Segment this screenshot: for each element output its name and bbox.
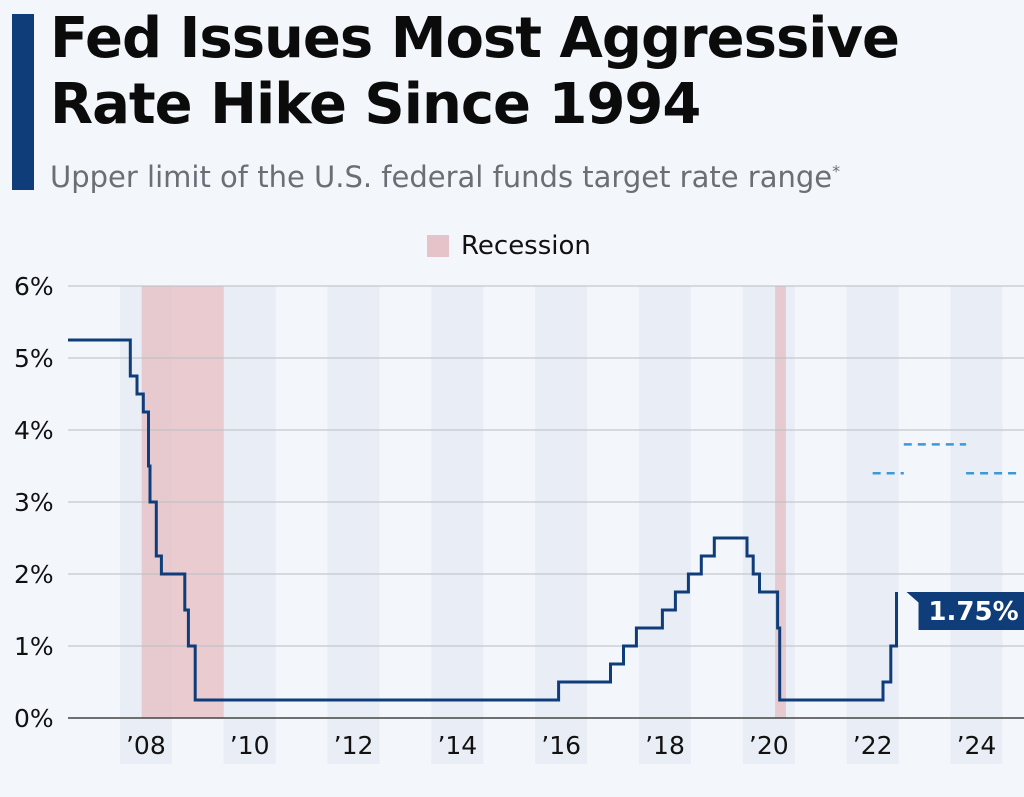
y-tick-label-4: 4% <box>14 416 54 445</box>
x-tick-label-2: ’12 <box>334 731 374 760</box>
year-band-7 <box>846 286 899 764</box>
x-tick-label-6: ’20 <box>749 731 789 760</box>
x-tick-label-8: ’24 <box>957 731 997 760</box>
footnote-marker: * <box>832 161 841 181</box>
y-tick-label-0: 0% <box>14 704 54 733</box>
x-tick-label-7: ’22 <box>853 731 893 760</box>
y-tick-label-1: 1% <box>14 632 54 661</box>
legend-swatch-recession <box>427 235 449 257</box>
chart-title: Fed Issues Most Aggressive Rate Hike Sin… <box>50 6 900 137</box>
callout-box <box>918 592 1024 630</box>
year-band-4 <box>535 286 588 764</box>
chart-legend: Recession <box>427 231 591 261</box>
y-tick-label-6: 6% <box>14 272 54 301</box>
year-band-3 <box>431 286 484 764</box>
y-tick-label-2: 2% <box>14 560 54 589</box>
callout-label: 1.75% <box>928 597 1018 627</box>
year-band-5 <box>639 286 691 764</box>
accent-bar <box>12 14 34 190</box>
series-line-rate <box>68 338 898 702</box>
legend-label-recession: Recession <box>461 231 591 261</box>
x-tick-label-4: ’16 <box>541 731 581 760</box>
x-tick-label-1: ’10 <box>230 731 270 760</box>
x-tick-label-3: ’14 <box>437 731 477 760</box>
x-tick-label-5: ’18 <box>645 731 685 760</box>
year-band-2 <box>327 286 380 764</box>
x-tick-label-0: ’08 <box>126 731 166 760</box>
y-tick-label-3: 3% <box>14 488 54 517</box>
chart-subtitle: Upper limit of the U.S. federal funds ta… <box>50 160 1010 194</box>
year-band-8 <box>950 286 1003 764</box>
y-tick-label-5: 5% <box>14 344 54 373</box>
year-band-1 <box>223 286 276 764</box>
year-band-6 <box>742 286 795 764</box>
subtitle-text: Upper limit of the U.S. federal funds ta… <box>50 160 833 194</box>
